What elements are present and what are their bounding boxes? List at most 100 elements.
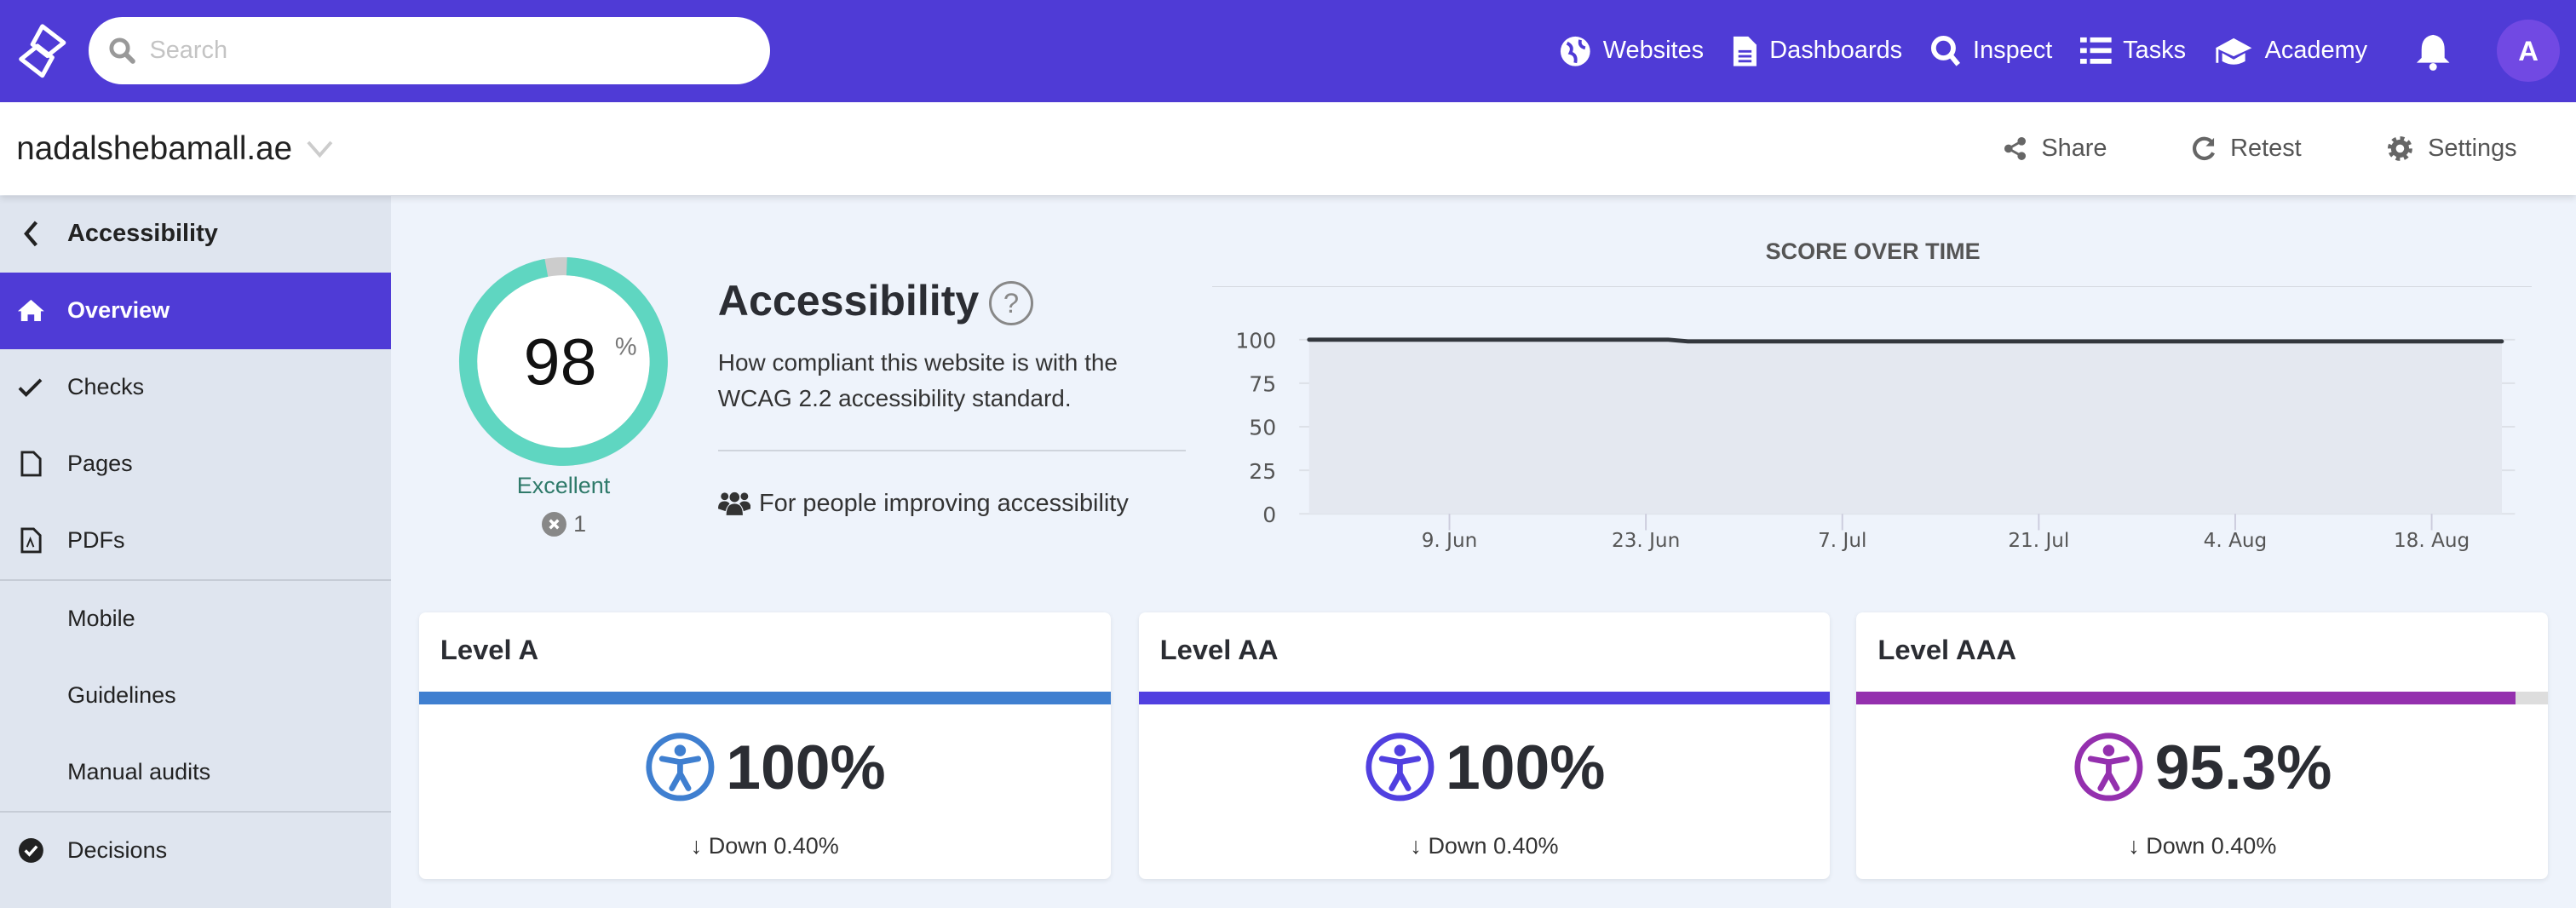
level-progress-fill — [1138, 691, 1831, 705]
sidebar-item-decisions[interactable]: Decisions — [0, 813, 391, 889]
card-title: Level A — [440, 634, 539, 666]
share-icon — [2004, 137, 2027, 161]
globe-icon — [1560, 36, 1590, 66]
avatar[interactable]: A — [2497, 20, 2560, 83]
level-value: 100% — [1445, 732, 1606, 802]
check-circle-icon — [16, 837, 46, 864]
score-ring: 98 % — [459, 256, 668, 466]
sidebar-divider — [0, 578, 391, 581]
score-rating: Excellent — [516, 473, 611, 499]
level-delta: Down 0.40% — [1428, 832, 1559, 859]
search-icon — [109, 37, 136, 65]
site-selector[interactable]: nadalshebamall.ae — [16, 129, 293, 167]
x-tick-label: 7. Jul — [1818, 530, 1866, 552]
home-icon — [16, 298, 46, 323]
level-progress — [418, 691, 1111, 705]
sidebar-item-pdfs[interactable]: PDFs — [0, 503, 391, 579]
sidebar-item-mobile[interactable]: Mobile — [0, 581, 391, 658]
y-tick-label: 50 — [1250, 416, 1277, 440]
sidebar-section-title: Accessibility — [67, 220, 218, 248]
x-tick-label: 9. Jun — [1422, 530, 1478, 552]
sidebar-item-label: PDFs — [67, 527, 125, 554]
search-icon — [1930, 35, 1960, 66]
users-icon — [717, 491, 751, 515]
card-title: Level AA — [1159, 634, 1279, 666]
sidebar-item-guidelines[interactable]: Guidelines — [0, 658, 391, 734]
level-progress-fill — [1856, 691, 2516, 705]
audience-text: For people improving accessibility — [759, 489, 1129, 517]
level-aaa-card[interactable]: Level AAA 95.3% ↓ Down 0.40% — [1856, 612, 2549, 879]
top-navbar: Websites Dashboards Inspect Tasks Academ… — [0, 0, 2576, 102]
page-title: Accessibility — [717, 277, 980, 325]
chevron-down-icon[interactable] — [305, 139, 335, 158]
sidebar-item-checks[interactable]: Checks — [0, 349, 391, 426]
nav-label: Academy — [2264, 37, 2368, 65]
arrow-down-icon: ↓ — [1410, 832, 1422, 859]
nav-websites[interactable]: Websites — [1559, 35, 1704, 68]
settings-label: Settings — [2428, 135, 2517, 163]
sidebar-item-label: Overview — [67, 297, 170, 324]
score-ring-fill — [459, 256, 668, 466]
settings-button[interactable]: Settings — [2387, 135, 2517, 163]
x-tick-label: 18. Aug — [2394, 530, 2470, 552]
audience-note: For people improving accessibility — [717, 489, 1129, 518]
sidebar-item-label: Manual audits — [67, 759, 211, 785]
chart-divider — [1212, 285, 2532, 288]
level-value: 100% — [726, 732, 886, 802]
sidebar-divider — [0, 810, 391, 813]
gear-icon — [2387, 136, 2412, 161]
retest-button[interactable]: Retest — [2192, 135, 2302, 163]
level-a-card[interactable]: Level A 100% ↓ Down 0.40% — [418, 612, 1111, 879]
graduation-cap-icon — [2215, 37, 2252, 65]
sidebar-item-pages[interactable]: Pages — [0, 426, 391, 503]
accessibility-icon — [2074, 733, 2143, 802]
nav-academy[interactable]: Academy — [2214, 35, 2367, 68]
arrow-down-icon: ↓ — [2128, 832, 2140, 859]
error-count[interactable]: 1 — [542, 511, 586, 537]
card-title: Level AAA — [1877, 634, 2017, 666]
error-count-value: 1 — [573, 510, 587, 537]
y-tick-label: 0 — [1263, 503, 1277, 527]
accessibility-icon — [646, 733, 715, 802]
x-tick-label: 23. Jun — [1612, 530, 1680, 552]
level-delta: Down 0.40% — [2146, 832, 2277, 859]
x-tick-label: 21. Jul — [2009, 530, 2070, 552]
site-header: nadalshebamall.ae Share Retest Settings — [0, 101, 2576, 196]
nav-dashboards[interactable]: Dashboards — [1732, 35, 1902, 68]
sidebar-item-overview[interactable]: Overview — [0, 272, 391, 349]
level-progress-fill — [418, 691, 1111, 705]
sidebar-item-label: Mobile — [67, 606, 135, 632]
sidebar-item-manual-audits[interactable]: Manual audits — [0, 734, 391, 811]
sidebar-back[interactable]: Accessibility — [0, 196, 391, 273]
logo-icon[interactable] — [14, 23, 71, 79]
bell-icon[interactable] — [2415, 32, 2451, 71]
search-input[interactable] — [149, 37, 709, 66]
accessibility-icon — [1365, 733, 1435, 802]
sidebar-item-label: Decisions — [67, 837, 168, 864]
sidebar: Accessibility Overview Checks Pages PDFs… — [0, 195, 391, 908]
nav-tasks[interactable]: Tasks — [2080, 36, 2186, 66]
score-value: 98 — [524, 325, 597, 399]
score-chart: 0 25 50 75 100 9. Jun 23. Jun 7. Jul 21. Jul 4. A… — [1236, 329, 2516, 552]
list-icon — [2080, 37, 2112, 65]
level-progress — [1856, 691, 2549, 705]
score-line — [1307, 337, 2504, 344]
help-icon[interactable]: ? — [989, 280, 1034, 325]
sidebar-item-label: Checks — [67, 374, 145, 400]
y-tick-label: 75 — [1250, 372, 1277, 397]
divider — [717, 450, 1187, 452]
share-button[interactable]: Share — [2004, 135, 2107, 163]
nav-label: Dashboards — [1769, 37, 1903, 65]
document-icon — [1733, 36, 1757, 66]
nav-inspect[interactable]: Inspect — [1930, 35, 2052, 68]
x-tick-label: 4. Aug — [2204, 530, 2268, 552]
nav-label: Inspect — [1973, 37, 2053, 65]
y-tick-label: 100 — [1236, 329, 1277, 353]
search-box[interactable] — [89, 17, 771, 85]
description: How compliant this website is with the W… — [717, 349, 1118, 412]
level-aa-card[interactable]: Level AA 100% ↓ Down 0.40% — [1138, 612, 1831, 879]
nav-label: Tasks — [2123, 37, 2187, 65]
y-tick-label: 25 — [1250, 459, 1277, 484]
chevron-left-icon — [16, 221, 46, 247]
area-fill — [1309, 340, 2503, 514]
